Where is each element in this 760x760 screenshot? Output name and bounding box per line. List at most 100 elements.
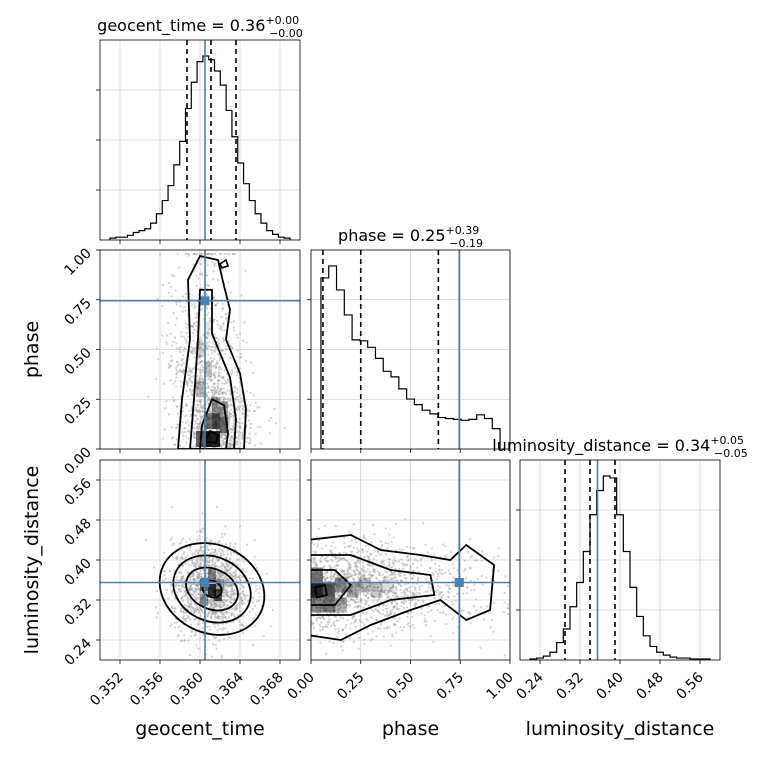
sample-point: [361, 564, 365, 567]
sample-point: [395, 602, 398, 605]
sample-point: [240, 294, 243, 297]
sample-point: [239, 597, 242, 601]
sample-point: [226, 583, 230, 587]
sample-point: [219, 388, 222, 391]
sample-point: [211, 389, 214, 392]
sample-point: [199, 403, 202, 406]
sample-point: [504, 575, 507, 578]
sample-point: [354, 625, 357, 628]
sample-point: [213, 386, 216, 389]
sample-point: [343, 586, 346, 590]
sample-point: [200, 360, 204, 363]
sample-point: [363, 577, 367, 581]
sample-point: [222, 323, 225, 326]
sample-point: [228, 389, 232, 392]
sample-point: [227, 616, 230, 619]
sample-point: [218, 604, 221, 607]
sample-point: [373, 568, 376, 572]
sample-point: [208, 376, 211, 379]
sample-point: [354, 585, 357, 589]
sample-point: [209, 628, 212, 631]
sample-point: [214, 382, 217, 385]
sample-point: [362, 590, 365, 593]
sample-point: [229, 557, 232, 560]
sample-point: [192, 322, 195, 326]
sample-point: [197, 277, 200, 280]
xlabel-luminosity_distance: luminosity_distance: [526, 718, 715, 740]
sample-point: [207, 284, 211, 288]
sample-point: [216, 428, 219, 431]
sample-point: [176, 360, 179, 364]
sample-point: [242, 560, 245, 563]
sample-point: [247, 409, 250, 412]
sample-point: [191, 446, 194, 449]
sample-point: [346, 570, 350, 573]
sample-point: [462, 592, 465, 595]
sample-point: [223, 533, 226, 536]
sample-point: [210, 405, 213, 408]
sample-point: [252, 577, 255, 580]
sample-point: [342, 587, 345, 590]
sample-point: [404, 588, 407, 591]
sample-point: [200, 557, 203, 560]
xtick-label-phase: 0.25: [334, 670, 367, 703]
sample-point: [220, 554, 223, 557]
sample-point: [240, 592, 243, 595]
sample-point: [443, 544, 446, 547]
sample-point: [214, 262, 217, 265]
sample-point: [223, 595, 226, 599]
sample-point: [326, 560, 329, 563]
sample-point: [312, 550, 315, 553]
sample-point: [206, 599, 210, 602]
sample-point: [340, 557, 343, 560]
sample-point: [351, 592, 354, 595]
sample-point: [218, 379, 221, 382]
sample-point: [235, 333, 238, 336]
sample-point: [226, 605, 229, 608]
sample-point: [194, 617, 197, 621]
density-cell: [208, 584, 216, 596]
sample-point: [375, 554, 378, 557]
sample-point: [221, 574, 224, 577]
sample-point: [183, 589, 186, 592]
sample-point: [179, 570, 182, 573]
title-plus: +0.05: [710, 434, 744, 447]
sample-point: [179, 444, 182, 447]
sample-point: [190, 604, 193, 607]
sample-point: [441, 594, 445, 597]
sample-point: [213, 623, 216, 626]
sample-point: [367, 563, 370, 566]
sample-point: [194, 590, 197, 593]
sample-point: [199, 597, 203, 600]
sample-point: [393, 606, 396, 609]
sample-point: [389, 612, 392, 615]
sample-point: [225, 578, 229, 581]
sample-point: [365, 600, 368, 603]
sample-point: [224, 579, 228, 582]
sample-point: [220, 434, 223, 437]
sample-point: [200, 257, 203, 260]
sample-point: [344, 558, 347, 562]
sample-point: [198, 425, 201, 428]
sample-point: [199, 530, 202, 533]
sample-point: [325, 652, 328, 655]
sample-point: [328, 565, 331, 568]
sample-point: [210, 615, 213, 618]
sample-point: [177, 584, 181, 587]
sample-point: [222, 564, 225, 567]
sample-point: [224, 437, 227, 440]
sample-point: [364, 578, 367, 582]
sample-point: [208, 573, 211, 576]
sample-point: [221, 392, 224, 395]
sample-point: [325, 576, 329, 579]
sample-point: [233, 606, 236, 610]
sample-point: [358, 585, 361, 588]
sample-point: [381, 573, 384, 576]
sample-point: [220, 552, 223, 555]
sample-point: [386, 575, 389, 578]
sample-point: [198, 423, 202, 427]
sample-point: [241, 422, 244, 425]
sample-point: [200, 416, 203, 419]
sample-point: [212, 612, 215, 616]
sample-point: [273, 407, 276, 411]
